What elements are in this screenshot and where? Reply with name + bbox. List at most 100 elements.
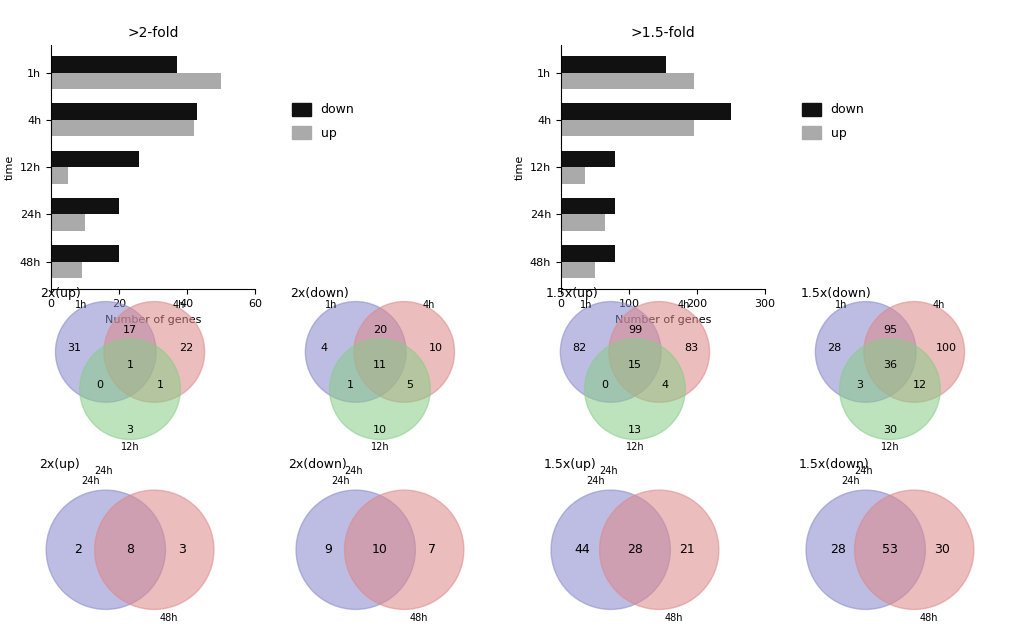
- Text: 5: 5: [406, 381, 413, 390]
- Text: 83: 83: [683, 343, 697, 353]
- Circle shape: [79, 339, 180, 440]
- Circle shape: [863, 302, 964, 403]
- Text: 48h: 48h: [410, 613, 428, 623]
- Text: 3: 3: [126, 425, 133, 435]
- Text: 1.5x(up): 1.5x(up): [543, 458, 596, 471]
- Legend: down, up: down, up: [801, 103, 863, 140]
- Text: 31: 31: [67, 343, 82, 353]
- Text: 28: 28: [829, 543, 845, 556]
- Text: 12: 12: [912, 381, 926, 390]
- Legend: down, up: down, up: [291, 103, 354, 140]
- Bar: [51, 56, 176, 73]
- Text: 53: 53: [881, 543, 897, 556]
- Text: 12h: 12h: [625, 442, 644, 452]
- Text: 10: 10: [372, 543, 387, 556]
- Text: 3: 3: [178, 543, 186, 556]
- Text: 20: 20: [373, 325, 386, 334]
- Text: 17: 17: [123, 325, 137, 334]
- Text: 12h: 12h: [879, 442, 899, 452]
- Text: 1: 1: [126, 360, 133, 370]
- Text: 12h: 12h: [120, 442, 140, 452]
- Text: 21: 21: [679, 543, 694, 556]
- Text: 2x(up): 2x(up): [41, 287, 82, 300]
- Text: 9: 9: [323, 543, 331, 556]
- Text: 8: 8: [126, 543, 133, 556]
- Circle shape: [814, 302, 915, 403]
- Text: 48h: 48h: [160, 613, 178, 623]
- Circle shape: [46, 490, 165, 610]
- Bar: [51, 150, 140, 167]
- Text: 24h: 24h: [95, 466, 113, 476]
- Bar: [560, 167, 584, 184]
- Bar: [51, 104, 197, 120]
- Bar: [51, 262, 82, 278]
- Circle shape: [354, 302, 454, 403]
- Text: 4h: 4h: [172, 300, 184, 311]
- Text: 24h: 24h: [586, 476, 604, 486]
- Bar: [51, 215, 85, 231]
- Text: 4: 4: [320, 343, 327, 353]
- Bar: [560, 262, 594, 278]
- Text: 44: 44: [575, 543, 590, 556]
- Circle shape: [805, 490, 924, 610]
- Title: >1.5-fold: >1.5-fold: [630, 26, 695, 40]
- Bar: [560, 215, 604, 231]
- Text: 2x(down): 2x(down): [290, 287, 348, 300]
- Bar: [560, 120, 693, 136]
- Text: 13: 13: [628, 425, 641, 435]
- Bar: [560, 73, 693, 89]
- Text: 1h: 1h: [325, 300, 337, 311]
- Text: 36: 36: [882, 360, 896, 370]
- Text: 24h: 24h: [841, 476, 859, 486]
- Circle shape: [305, 302, 406, 403]
- Text: 15: 15: [628, 360, 641, 370]
- X-axis label: Number of genes: Number of genes: [614, 314, 710, 325]
- X-axis label: Number of genes: Number of genes: [105, 314, 201, 325]
- Text: 95: 95: [882, 325, 896, 334]
- Circle shape: [344, 490, 464, 610]
- Text: 1.5x(down): 1.5x(down): [798, 458, 868, 471]
- Text: 7: 7: [428, 543, 436, 556]
- Text: 11: 11: [373, 360, 386, 370]
- Text: 12h: 12h: [370, 442, 389, 452]
- Bar: [51, 198, 119, 215]
- Text: 100: 100: [934, 343, 956, 353]
- Text: 24h: 24h: [82, 476, 100, 486]
- Bar: [560, 104, 731, 120]
- Circle shape: [599, 490, 718, 610]
- Circle shape: [329, 339, 430, 440]
- Text: 2x(up): 2x(up): [39, 458, 79, 471]
- Text: 10: 10: [373, 425, 386, 435]
- Y-axis label: time: time: [4, 154, 14, 180]
- Text: 2: 2: [73, 543, 82, 556]
- Bar: [560, 56, 665, 73]
- Text: 24h: 24h: [344, 466, 363, 476]
- Text: 4h: 4h: [931, 300, 944, 311]
- Text: 30: 30: [882, 425, 896, 435]
- Text: 30: 30: [933, 543, 949, 556]
- Text: 1h: 1h: [835, 300, 847, 311]
- Text: 48h: 48h: [664, 613, 683, 623]
- Text: 24h: 24h: [331, 476, 350, 486]
- Text: 4h: 4h: [422, 300, 434, 311]
- Text: 1.5x(up): 1.5x(up): [545, 287, 597, 300]
- Text: 0: 0: [601, 381, 608, 390]
- Circle shape: [839, 339, 940, 440]
- Bar: [51, 167, 68, 184]
- Text: 28: 28: [627, 543, 642, 556]
- Text: 1.5x(down): 1.5x(down): [800, 287, 870, 300]
- Text: 1h: 1h: [75, 300, 88, 311]
- Circle shape: [584, 339, 685, 440]
- Bar: [51, 73, 221, 89]
- Bar: [51, 245, 119, 262]
- Circle shape: [55, 302, 156, 403]
- Text: 22: 22: [178, 343, 193, 353]
- Text: 24h: 24h: [599, 466, 618, 476]
- Title: >2-fold: >2-fold: [127, 26, 178, 40]
- Text: 2x(down): 2x(down): [288, 458, 347, 471]
- Circle shape: [104, 302, 205, 403]
- Text: 4: 4: [660, 381, 667, 390]
- Text: 48h: 48h: [919, 613, 937, 623]
- Circle shape: [608, 302, 709, 403]
- Text: 82: 82: [572, 343, 586, 353]
